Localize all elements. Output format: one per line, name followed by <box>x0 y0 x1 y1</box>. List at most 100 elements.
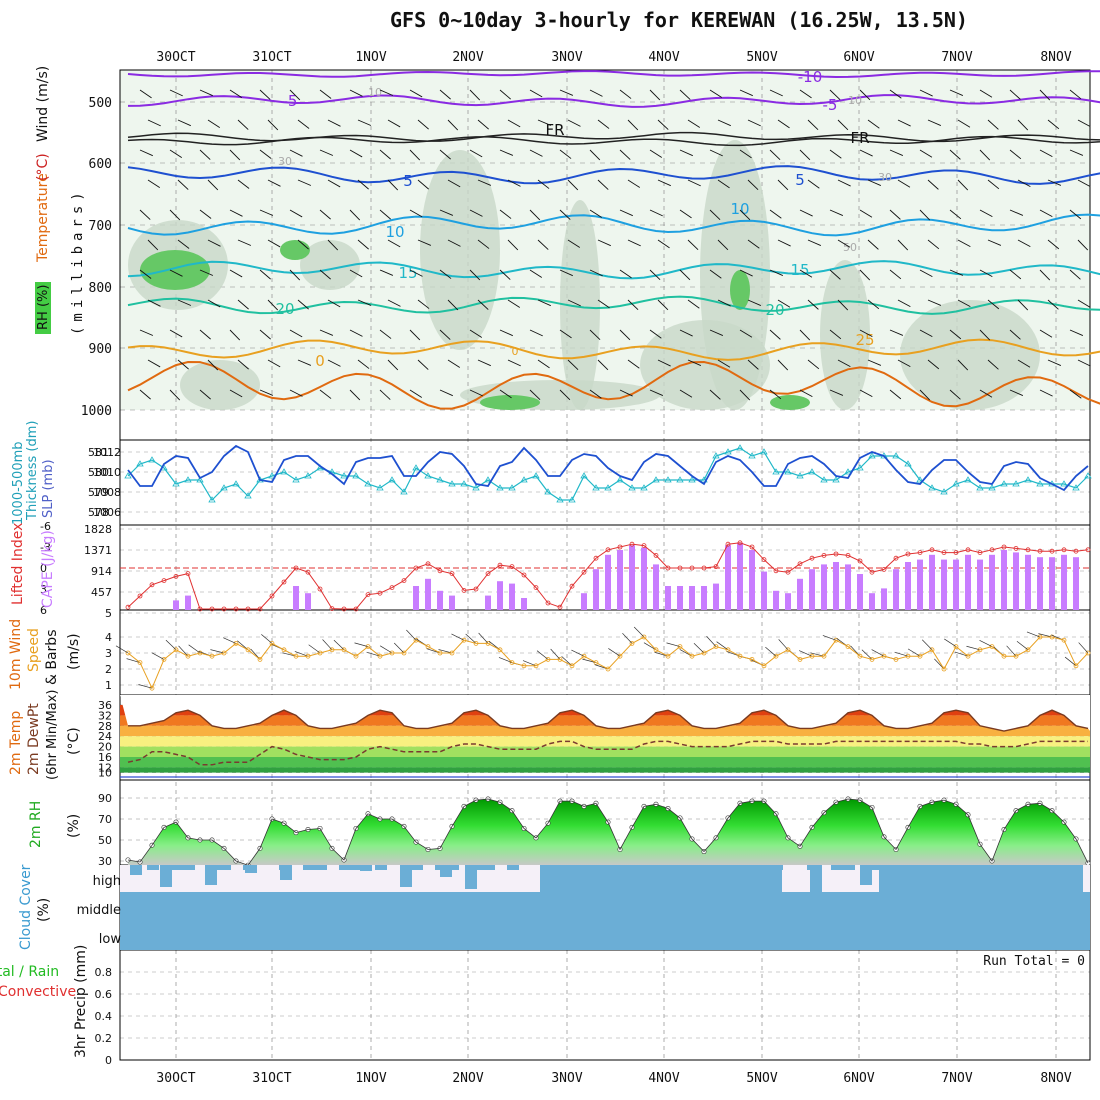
wind-barb-10m <box>522 660 537 667</box>
contour-label: 25 <box>855 331 874 349</box>
cloud-high-bar <box>699 865 711 892</box>
wind-barb <box>199 329 211 340</box>
wind-barb <box>897 359 911 368</box>
wind-barb-10m <box>1016 640 1029 651</box>
wind-barb <box>477 119 489 130</box>
wind-barb <box>447 179 461 188</box>
wind-barb <box>627 359 640 369</box>
wind-barb <box>927 179 939 190</box>
wind-barb <box>1077 359 1091 367</box>
wind-barb <box>919 89 933 97</box>
wind-barb <box>799 209 813 217</box>
wind-barb-10m <box>294 651 309 657</box>
temp-band <box>120 725 1090 737</box>
isotherm <box>127 295 1100 315</box>
wind-barb <box>177 119 191 127</box>
li-tick: 3 <box>40 583 47 596</box>
wind-barb <box>949 209 962 220</box>
wind-barb <box>559 389 571 401</box>
wind-barb <box>207 299 221 308</box>
wind-barb <box>1077 239 1089 251</box>
li-marker <box>893 555 899 561</box>
precip-ylabel-a: Total / Rain <box>0 964 59 980</box>
wind-tick: 4 <box>105 631 112 644</box>
wind-barb-10m <box>706 636 717 647</box>
wind-barb <box>949 269 964 276</box>
wind-barb <box>1077 119 1091 127</box>
upper-ylabel-wind: Wind (m/s) <box>35 66 51 142</box>
cape-bar <box>449 595 455 610</box>
wind-barb <box>559 89 574 96</box>
wind-barb <box>589 149 601 161</box>
wind-barb <box>979 329 991 341</box>
wind-barb <box>589 389 602 399</box>
li-marker <box>425 561 431 567</box>
wind-barb <box>567 239 581 248</box>
wind-barb-10m <box>907 648 921 657</box>
wind-barb <box>739 209 751 221</box>
slp-ylabel-slp: SLP (mb) <box>41 459 56 518</box>
wind-barb <box>627 119 639 131</box>
wind-barb <box>289 209 303 218</box>
wind-barb <box>507 179 521 187</box>
slp-tick: 1010 <box>93 466 121 479</box>
contour-label: -10 <box>798 68 823 86</box>
rh-tick: 70 <box>98 813 112 826</box>
cloud-high-bar <box>1011 865 1023 892</box>
wind-barb <box>769 149 781 161</box>
wind-barb <box>207 359 219 371</box>
wind-barb <box>237 299 249 310</box>
run-total: Run Total = 0 <box>983 954 1085 969</box>
wind-barb <box>169 209 181 221</box>
humidity-area <box>180 360 260 410</box>
cloud-high-bar <box>465 865 477 889</box>
wind-barb <box>507 119 521 128</box>
li-marker <box>149 582 155 588</box>
precip-tick: 0.2 <box>95 1032 113 1045</box>
rh-tick: 90 <box>98 792 112 805</box>
wind-barb <box>567 119 581 127</box>
wind-barb <box>357 239 369 250</box>
wind-barb <box>229 149 241 161</box>
wind-barb-10m <box>979 640 993 647</box>
contour-label: 20 <box>275 300 294 318</box>
wind-barb <box>867 299 880 310</box>
wind-barb-10m <box>406 629 417 641</box>
cloud-high-bar <box>507 865 519 870</box>
pressure-tick: 500 <box>89 96 112 111</box>
thickness-marker <box>484 476 492 483</box>
wind-barb-10m <box>944 638 957 647</box>
cape-bar <box>617 550 623 610</box>
isotherm <box>127 135 1100 147</box>
cape-bar <box>749 550 755 610</box>
cape-bar <box>485 595 491 610</box>
wind-barb <box>267 299 279 311</box>
wind-barb <box>889 329 904 336</box>
cloud-high-bar <box>280 865 292 880</box>
wind-barb-10m <box>126 658 141 663</box>
wind-barb-10m <box>861 649 873 660</box>
wind-barb <box>207 179 219 191</box>
wind-barb <box>499 389 512 399</box>
wind-barb <box>477 179 492 186</box>
wind-barb <box>267 119 279 131</box>
wind-barb <box>987 299 1000 310</box>
wind-barb <box>139 389 151 400</box>
wind-barb <box>597 299 610 309</box>
cape-ylabel-li: Lifted Index <box>10 523 26 605</box>
wind-barb <box>387 119 401 128</box>
wind-barb <box>889 389 902 400</box>
humid-core <box>770 395 810 410</box>
wind-barb-10m <box>582 658 597 663</box>
thickness-tick: 580 <box>88 466 109 479</box>
thickness-marker <box>736 444 744 451</box>
wind-barb-10m <box>165 639 177 651</box>
isotherm <box>127 94 1100 108</box>
cloud-high-bar <box>880 865 892 890</box>
pressure-tick: 600 <box>89 157 112 172</box>
cape-bar <box>953 559 959 610</box>
wind-barb <box>919 149 933 158</box>
wind-barb <box>357 119 372 126</box>
li-marker <box>125 604 131 610</box>
